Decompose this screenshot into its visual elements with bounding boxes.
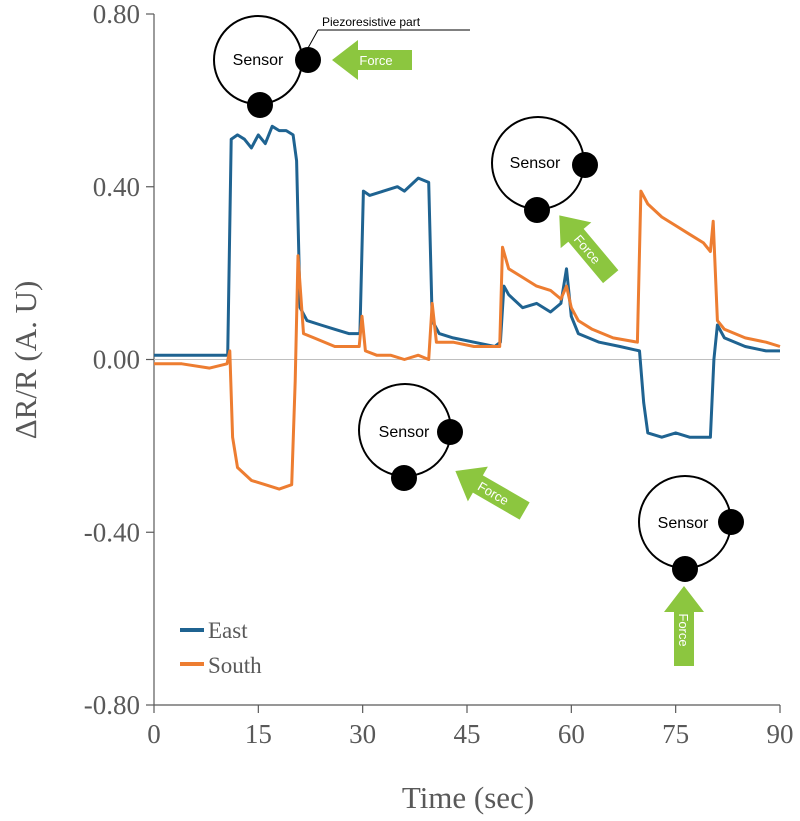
piezoresistive-dot — [437, 419, 463, 445]
sensor-label: Sensor — [233, 52, 284, 69]
x-tick-label: 30 — [349, 719, 376, 749]
piezoresistive-dot — [391, 465, 417, 491]
x-axis-ticks: 0 15 30 45 60 75 90 — [147, 705, 794, 749]
force-arrow: Force — [455, 466, 530, 520]
callout-label: Piezoresistive part — [322, 15, 421, 29]
piezoresistive-dot — [572, 152, 598, 178]
force-arrow: Force — [559, 215, 619, 284]
x-axis-title: Time (sec) — [402, 780, 534, 815]
piezoresistive-dot — [295, 47, 321, 73]
force-label: Force — [359, 53, 392, 68]
sensor-diagram-east-force: Sensor Piezoresistive part Force — [213, 15, 470, 118]
sensor-diagram-southeast-force: Sensor Force — [491, 116, 619, 284]
y-tick-label: -0.40 — [84, 517, 140, 547]
series-layer — [154, 124, 781, 491]
y-tick-label: 0.80 — [93, 0, 140, 29]
y-axis-title: ΔR/R (A. U) — [8, 281, 43, 440]
y-tick-label: 0.00 — [93, 345, 140, 375]
sensor-label: Sensor — [379, 424, 430, 441]
legend-label-east: East — [208, 618, 248, 643]
piezoresistive-dot — [247, 92, 273, 118]
force-label: Force — [676, 613, 691, 646]
x-tick-label: 60 — [558, 719, 585, 749]
x-tick-label: 0 — [147, 719, 161, 749]
callout-line — [307, 29, 319, 49]
x-tick-label: 45 — [454, 719, 481, 749]
x-tick-label: 75 — [662, 719, 689, 749]
x-tick-label: 90 — [767, 719, 794, 749]
series-east — [154, 124, 780, 439]
x-tick-label: 15 — [245, 719, 272, 749]
series-line-south — [154, 189, 781, 491]
y-tick-label: -0.80 — [84, 690, 140, 720]
piezoresistive-dot — [718, 509, 744, 535]
piezoresistive-dot — [524, 197, 550, 223]
piezoresistive-dot — [672, 556, 698, 582]
sensor-diagram-south-force: Sensor Force — [638, 475, 744, 666]
sensor-diagram-east-south-force: Sensor Force — [358, 383, 530, 520]
sensor-label: Sensor — [658, 515, 709, 532]
series-line-east — [154, 124, 780, 439]
y-tick-label: 0.40 — [93, 172, 140, 202]
sensor-label: Sensor — [510, 155, 561, 172]
force-arrow: Force — [332, 40, 412, 80]
force-arrow: Force — [664, 586, 704, 666]
y-axis-ticks: 0.80 0.40 0.00 -0.40 -0.80 — [84, 0, 154, 720]
legend: East South — [180, 618, 262, 678]
legend-label-south: South — [208, 653, 262, 678]
series-south — [154, 189, 781, 491]
